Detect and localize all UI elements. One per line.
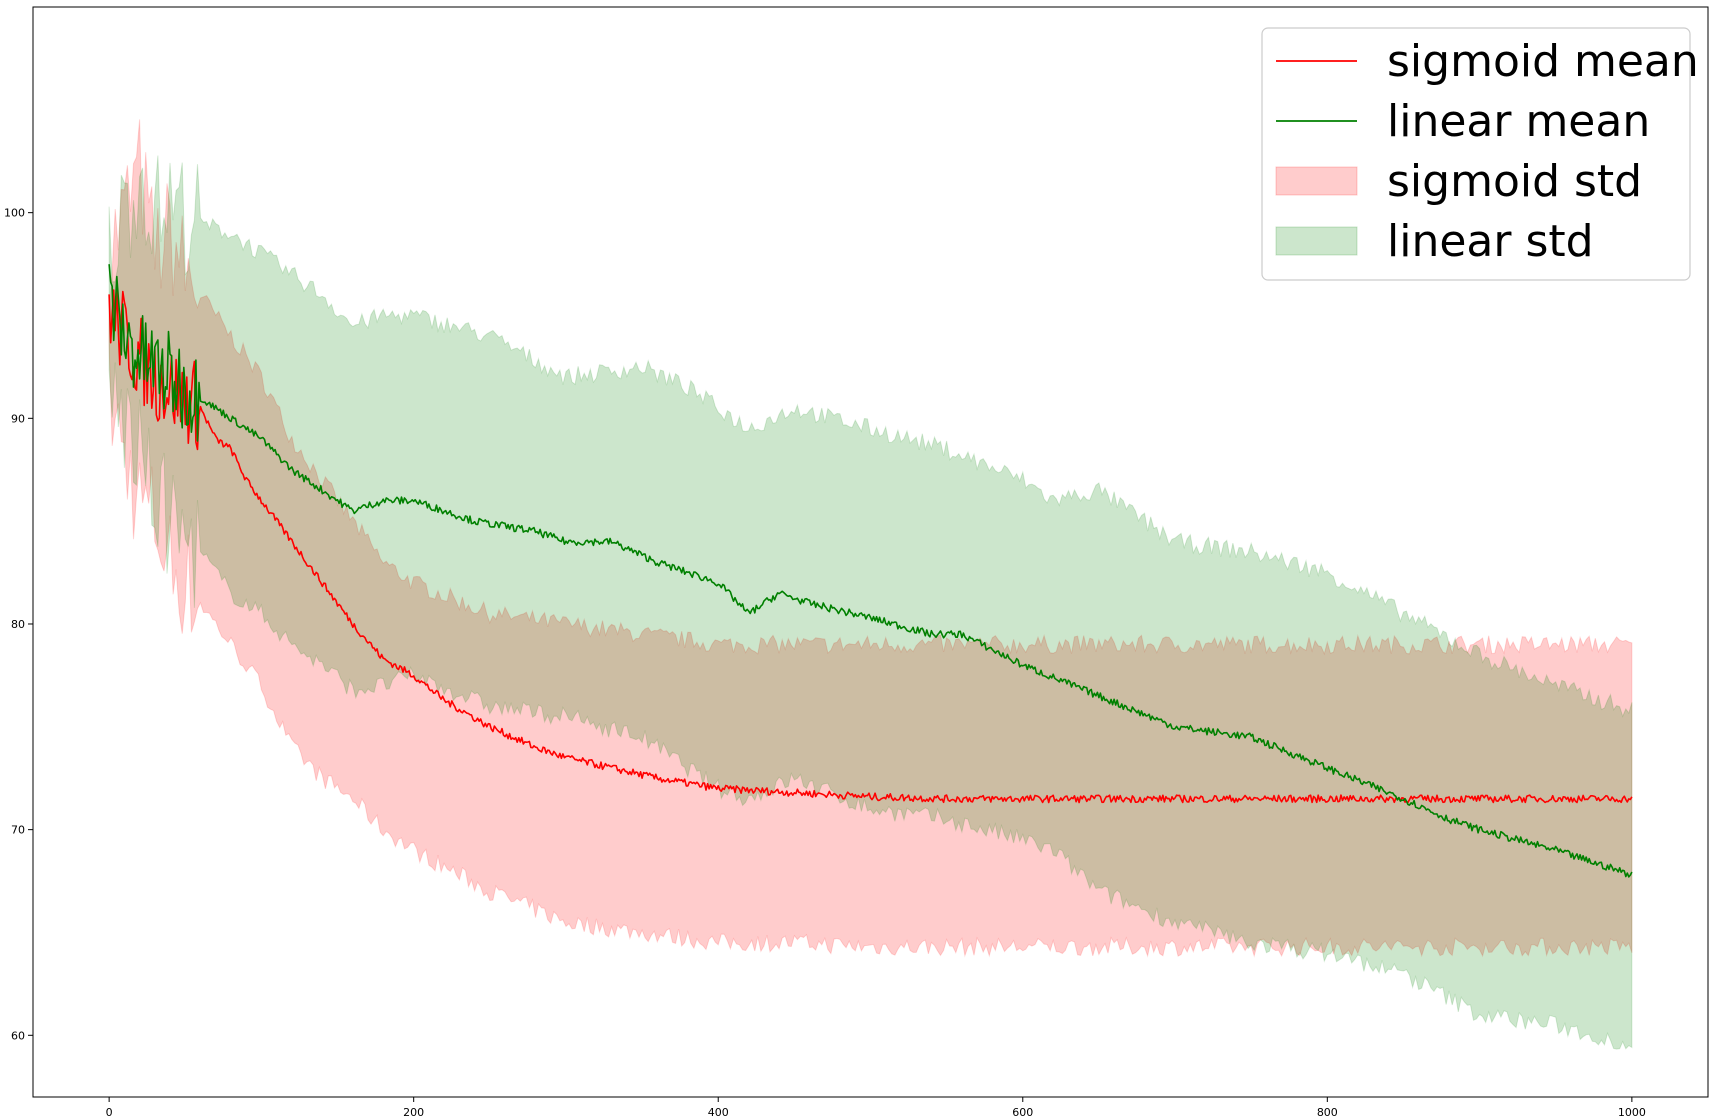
y-tick-label: 90 (11, 412, 25, 425)
x-axis: 0 200 400 600 800 1000 (106, 1097, 1646, 1118)
x-tick-label: 0 (106, 1106, 113, 1118)
y-tick-label: 100 (4, 207, 25, 220)
y-tick-label: 70 (11, 824, 25, 837)
legend-label-linear-mean: linear mean (1387, 96, 1650, 147)
sigmoid-mean-line (108, 285, 1633, 804)
legend: sigmoid mean linear mean sigmoid std linear… (1261, 27, 1699, 281)
legend-swatch-linear-std (1275, 226, 1358, 256)
x-tick-label: 200 (403, 1106, 424, 1118)
x-tick-label: 1000 (1618, 1106, 1646, 1118)
legend-label-sigmoid-mean: sigmoid mean (1387, 36, 1699, 87)
y-tick-label: 60 (11, 1029, 25, 1042)
y-tick-label: 80 (11, 618, 25, 631)
sigmoid-std-band (108, 119, 1633, 958)
y-axis: 60 70 80 90 100 (4, 207, 33, 1042)
legend-label-sigmoid-std: sigmoid std (1387, 156, 1642, 207)
std-bands-layer (108, 119, 1633, 1050)
legend-label-linear-std: linear std (1387, 216, 1594, 267)
mean-lines-layer (108, 264, 1633, 878)
plot-frame (32, 6, 1709, 1098)
x-tick-label: 400 (708, 1106, 729, 1118)
x-tick-label: 800 (1317, 1106, 1338, 1118)
x-tick-label: 600 (1012, 1106, 1033, 1118)
linear-std-band (108, 155, 1633, 1050)
legend-box (1261, 27, 1691, 281)
legend-swatch-sigmoid-std (1275, 166, 1358, 196)
linear-mean-line (108, 264, 1633, 878)
